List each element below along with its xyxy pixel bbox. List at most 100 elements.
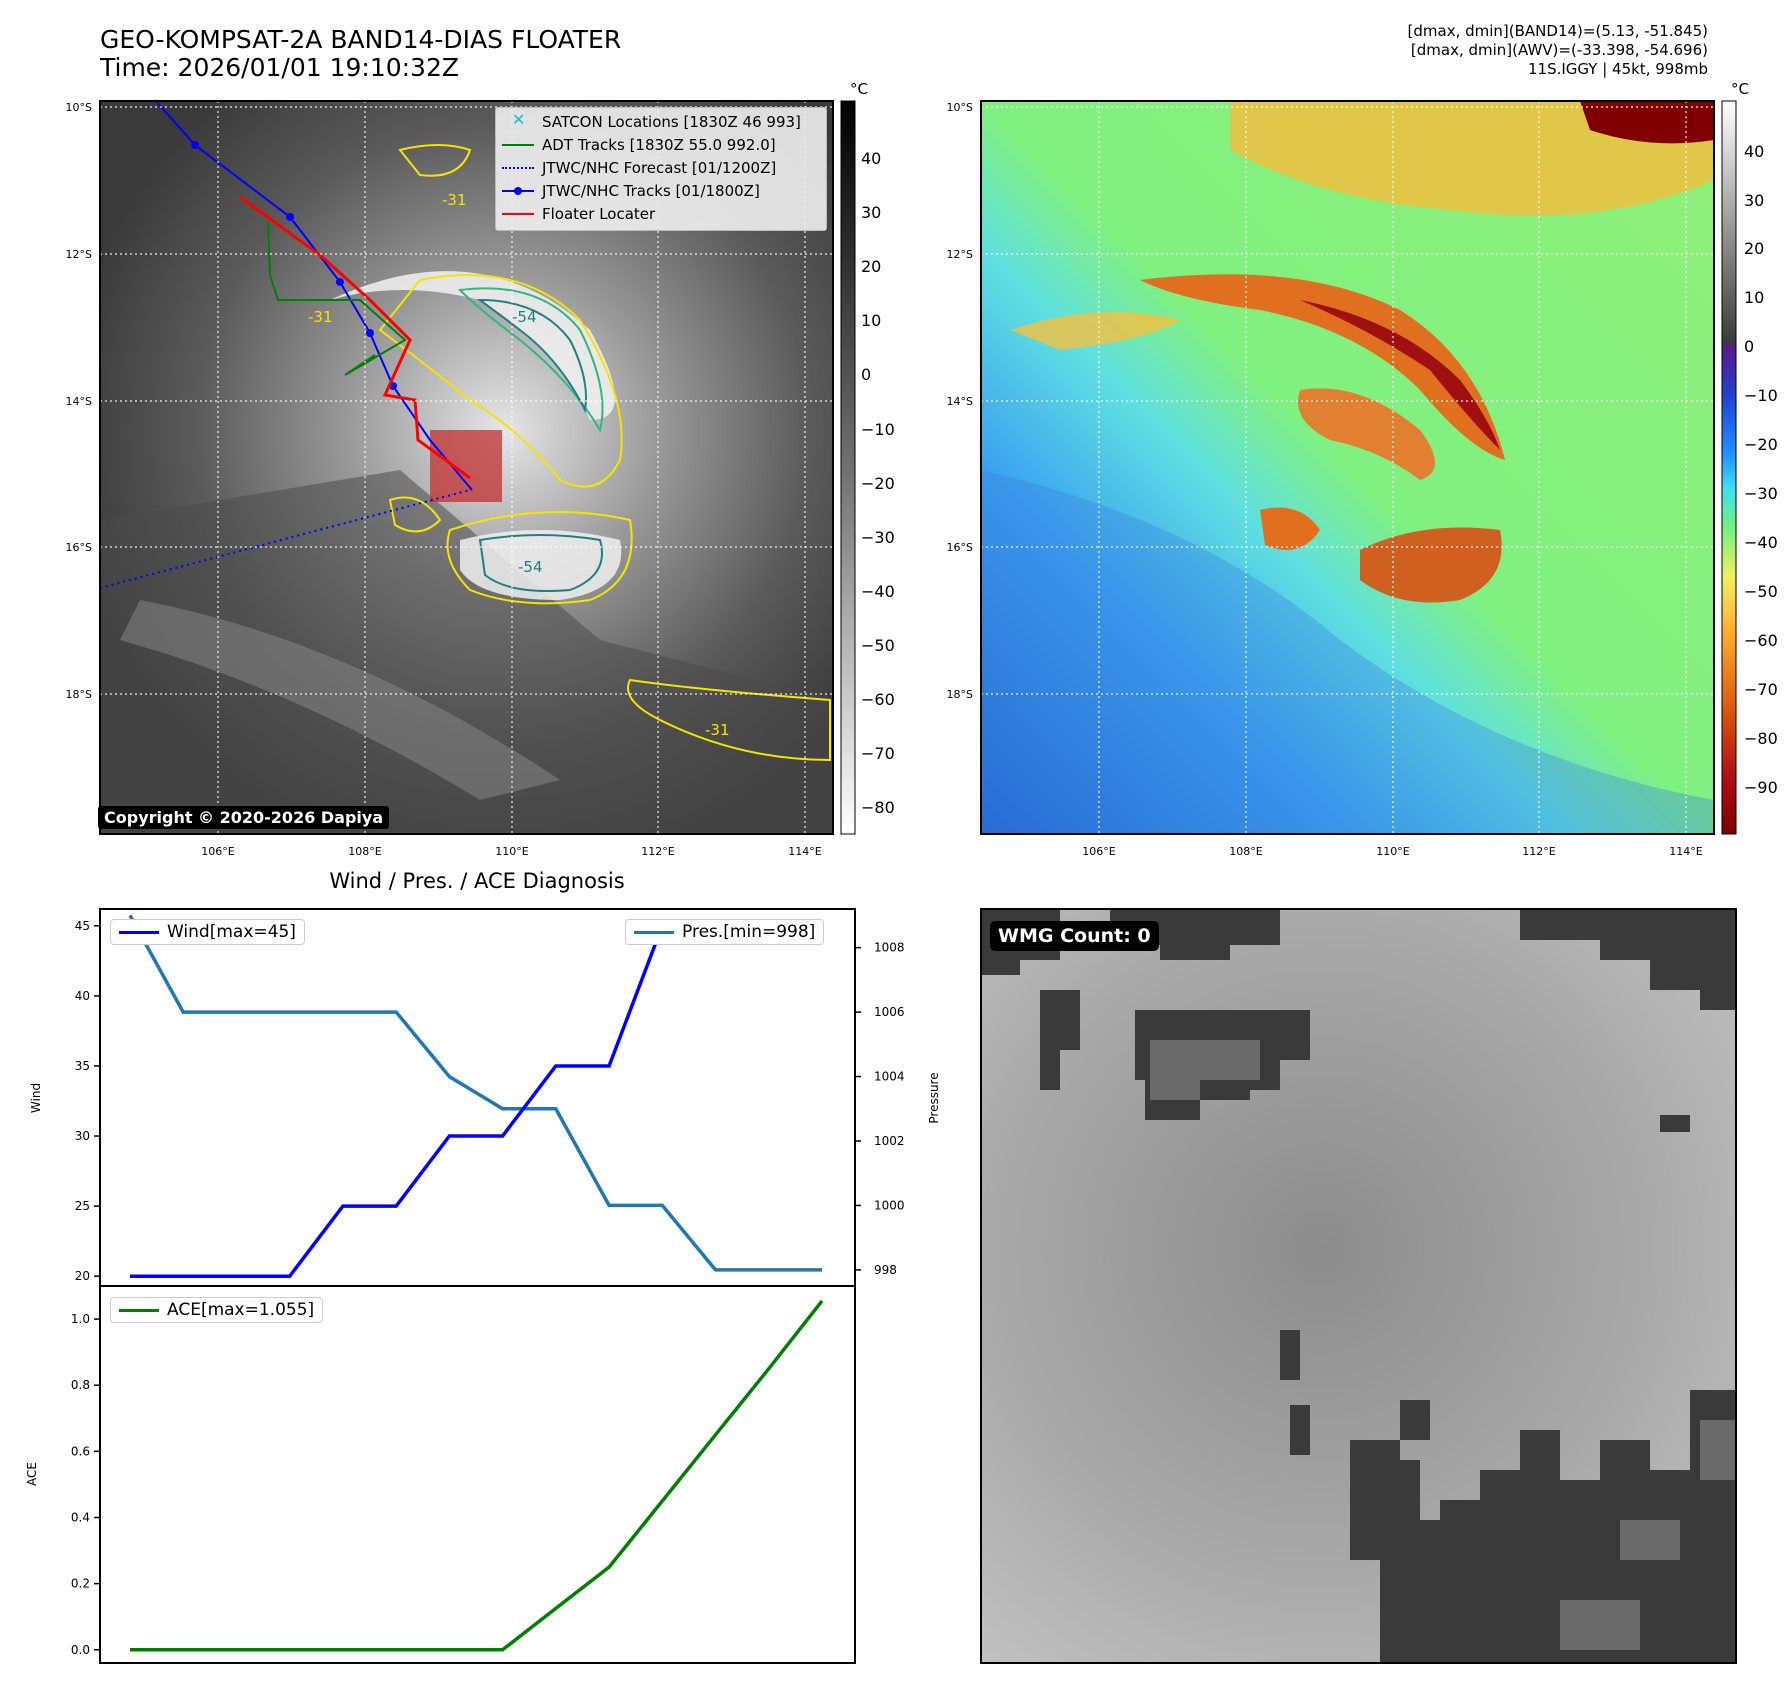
axis-tick-label: 1002 [874,1134,905,1148]
stats-header: [dmax, dmin](BAND14)=(5.13, -51.845) [dm… [1408,22,1708,79]
lon-label: 108°E [1229,845,1262,858]
colorbar-tick: −40 [1744,533,1778,552]
wind-axis-label: Wind [29,1083,43,1113]
colorbar-tick: −20 [1744,435,1778,454]
wind-axis-ticks: 20 25 30 35 40 45 [75,919,100,1283]
axis-tick-label: 30 [75,1129,90,1143]
ir-lon-labels: 106°E 108°E 110°E 112°E 114°E [201,845,821,858]
wind-series-line [130,924,822,1278]
ir-map-grid [100,101,833,834]
storm-tracks [99,99,473,589]
wmg-count-badge: WMG Count: 0 [990,921,1159,951]
jtwc-track-line [154,99,473,491]
wind-legend: Wind[max=45] [110,919,305,945]
colorbar-tick: 10 [861,311,881,330]
lat-label: 10°S [947,101,973,114]
jtwc-forecast-track [99,489,471,589]
colorbar-tick: 10 [1744,288,1764,307]
pressure-legend: Pres.[min=998] [625,919,825,945]
ace-legend: ACE[max=1.055] [110,1297,324,1323]
legend-item-floater: Floater Locater [500,204,655,224]
axis-tick-label: 1000 [874,1198,905,1212]
lat-label: 10°S [66,101,92,114]
lon-label: 114°E [788,845,821,858]
colorbar-tick: −20 [861,474,895,493]
colorbar-tick: 0 [861,365,871,384]
lon-label: 106°E [201,845,234,858]
colorbar-tick: −70 [1744,680,1778,699]
track-legend: ✕ SATCON Locations [1830Z 46 993] ADT Tr… [495,107,827,231]
ace-axes [99,1285,856,1664]
stats-line-1: [dmax, dmin](BAND14)=(5.13, -51.845) [1407,22,1708,40]
axis-tick-label: 1004 [874,1070,905,1084]
lat-label: 12°S [947,248,973,261]
axis-tick-label: 0.0 [71,1643,90,1657]
axis-tick-label: 0.4 [71,1510,90,1524]
axis-tick-label: 0.6 [71,1444,90,1458]
lat-label: 12°S [66,248,92,261]
colorbar-tick: 0 [1744,337,1754,356]
legend-item-adt: ADT Tracks [1830Z 55.0 992.0] [500,135,776,155]
colorbar-tick: 30 [861,203,881,222]
colorbar-tick: −10 [861,420,895,439]
gray-colorbar-ticks: 40 30 20 10 0 −10 −20 −30 −40 −50 −60 −7… [861,149,895,817]
x-marker-icon: ✕ [512,110,526,129]
colorbar-tick: 40 [861,149,881,168]
lat-label: 14°S [66,395,92,408]
color-lat-labels: 10°S 12°S 14°S 16°S 18°S [947,101,973,701]
lon-label: 112°E [1522,845,1555,858]
colorbar-tick: 20 [861,257,881,276]
axis-tick-label: 40 [75,989,90,1003]
contour-label: -31 [442,191,467,209]
contour-label: -31 [705,721,730,739]
colorbar-tick: −80 [1744,729,1778,748]
color-colorbar-ticks: 40 30 20 10 0 −10 −20 −30 −40 −50 −60 −7… [1744,142,1778,797]
lon-label: 108°E [348,845,381,858]
title-line-1: GEO-KOMPSAT-2A BAND14-DIAS FLOATER [100,25,622,54]
solid-line-icon [500,204,536,224]
colorbar-tick: −40 [861,582,895,601]
colorbar-tick: −50 [1744,582,1778,601]
color-lon-labels: 106°E 108°E 110°E 112°E 114°E [1082,845,1702,858]
line-swatch-icon [119,1308,159,1312]
wind-pres-axes [99,908,856,1287]
color-colorbar-unit: °C [1731,80,1749,98]
copyright-badge: Copyright © 2020-2026 Dapiya [98,806,390,829]
ace-axis-label: ACE [25,1462,39,1486]
colorbar-tick: −70 [861,744,895,763]
axis-tick-label: 0.8 [71,1378,90,1392]
legend-item-forecast: JTWC/NHC Forecast [01/1200Z] [500,158,776,178]
axis-tick-label: 1006 [874,1005,905,1019]
dot-line-icon [500,181,536,201]
axis-tick-label: 998 [874,1263,897,1277]
pressure-axis-label: Pressure [927,1072,941,1123]
colorbar-tick: −60 [1744,631,1778,650]
dotted-line-icon [500,158,536,178]
pressure-series-line [128,914,822,1272]
colorbar-tick: 30 [1744,191,1764,210]
colorbar-tick: −60 [861,690,895,709]
lat-label: 16°S [947,541,973,554]
line-swatch-icon [634,930,674,934]
pressure-axis-ticks: 998 1000 1002 1004 1006 1008 [855,941,905,1277]
line-swatch-icon [119,930,159,934]
lon-label: 110°E [1376,845,1409,858]
title-line-2: Time: 2026/01/01 19:10:32Z [100,53,459,82]
contour-label: -31 [308,308,333,326]
color-colorbar [1721,100,1737,835]
colorbar-tick: −30 [861,528,895,547]
axis-tick-label: 0.2 [71,1577,90,1591]
ace-series-line [130,1299,824,1652]
ir-color-map [981,101,1714,834]
diagnosis-title: Wind / Pres. / ACE Diagnosis [329,869,624,893]
axis-tick-label: 25 [75,1199,90,1213]
legend-item-satcon: ✕ SATCON Locations [1830Z 46 993] [500,110,801,132]
colorbar-tick: −30 [1744,484,1778,503]
colorbar-tick: −80 [861,798,895,817]
stats-line-2: [dmax, dmin](AWV)=(-33.398, -54.696) [1410,41,1708,59]
colorbar-tick: −90 [1744,778,1778,797]
lat-label: 16°S [66,541,92,554]
colorbar-tick: 20 [1744,239,1764,258]
legend-item-jtwc-tracks: JTWC/NHC Tracks [01/1800Z] [500,181,760,201]
